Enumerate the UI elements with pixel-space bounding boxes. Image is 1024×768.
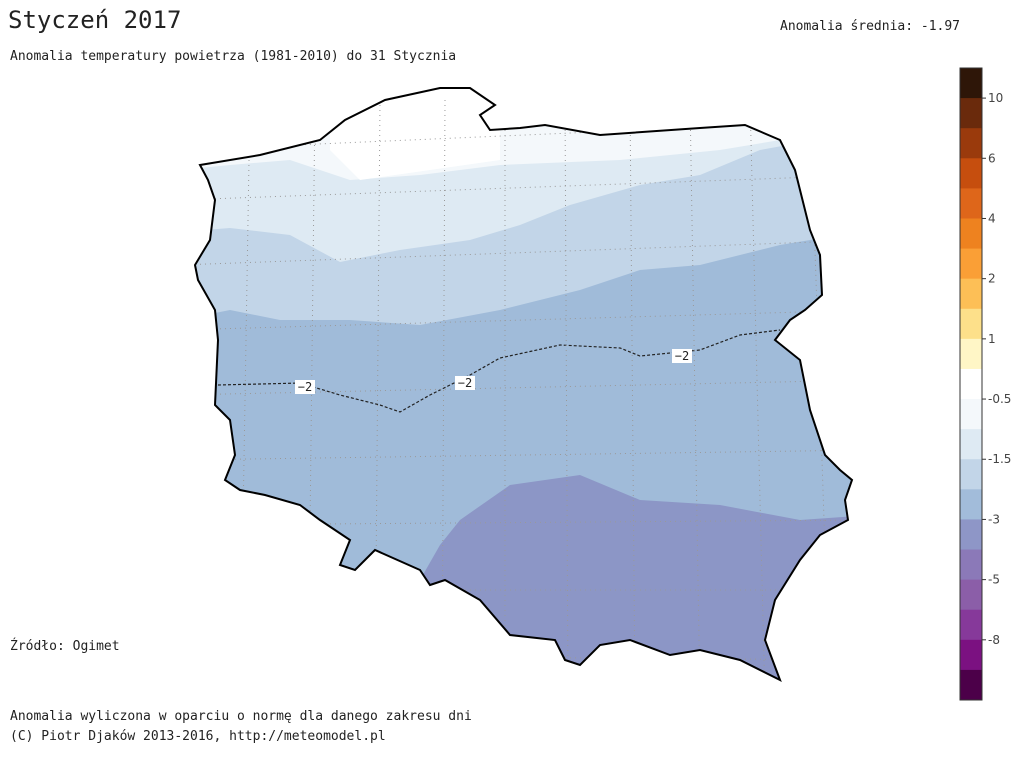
colorbar-label: 2 [988, 272, 996, 286]
colorbar-label: -1.5 [988, 452, 1011, 466]
colorbar-segment [960, 399, 982, 430]
colorbar-segment [960, 579, 982, 611]
contour-label: −2 [458, 376, 472, 390]
colorbar-segment [960, 639, 982, 671]
colorbar-segment [960, 609, 982, 641]
colorbar-label: -3 [988, 512, 1000, 526]
graticule [239, 99, 831, 680]
colorbar-segment [960, 489, 982, 520]
subtitle: Anomalia temperatury powietrza (1981-201… [10, 49, 456, 64]
colorbar-segment [960, 308, 982, 340]
colorbar-segment [960, 98, 982, 129]
source: Źródło: Ogimet [10, 638, 120, 654]
colorbar-segment [960, 549, 982, 581]
colorbar-segment [960, 278, 982, 310]
map [195, 88, 852, 680]
colorbar-segment [960, 459, 982, 490]
note: Anomalia wyliczona w oparciu o normę dla… [10, 709, 472, 724]
contour-label: −2 [298, 380, 312, 394]
colorbar-label: -8 [988, 633, 1000, 647]
colorbar-segment [960, 368, 982, 400]
label-box [672, 349, 692, 363]
colorbar-segment [960, 188, 982, 219]
colorbar-segment [960, 429, 982, 460]
colorbar-segment [960, 338, 982, 370]
colorbar-segment [960, 68, 982, 99]
colorbar-segment [960, 669, 982, 701]
colorbar-segment [960, 158, 982, 189]
label-box [455, 376, 475, 390]
colorbar-segment [960, 218, 982, 250]
colorbar: 10 6 4 2 1 -0.5 -1.5 -3 -5 -8 [959, 67, 1011, 701]
title: Styczeń 2017 [8, 6, 181, 34]
colorbar-label: 1 [988, 332, 996, 346]
colorbar-segment [960, 128, 982, 159]
colorbar-label: 4 [988, 211, 996, 225]
colorbar-label: 10 [988, 91, 1003, 105]
colorbar-segment [960, 248, 982, 280]
mean-anomaly: Anomalia średnia: -1.97 [780, 19, 960, 34]
colorbar-label: -5 [988, 573, 1000, 587]
colorbar-frame [959, 67, 983, 701]
label-box [295, 380, 315, 394]
colorbar-label: 6 [988, 151, 996, 165]
copyright: (C) Piotr Djaków 2013-2016, http://meteo… [10, 729, 386, 744]
colorbar-label: -0.5 [988, 392, 1011, 406]
contour-label: −2 [675, 349, 689, 363]
colorbar-segment [960, 519, 982, 551]
